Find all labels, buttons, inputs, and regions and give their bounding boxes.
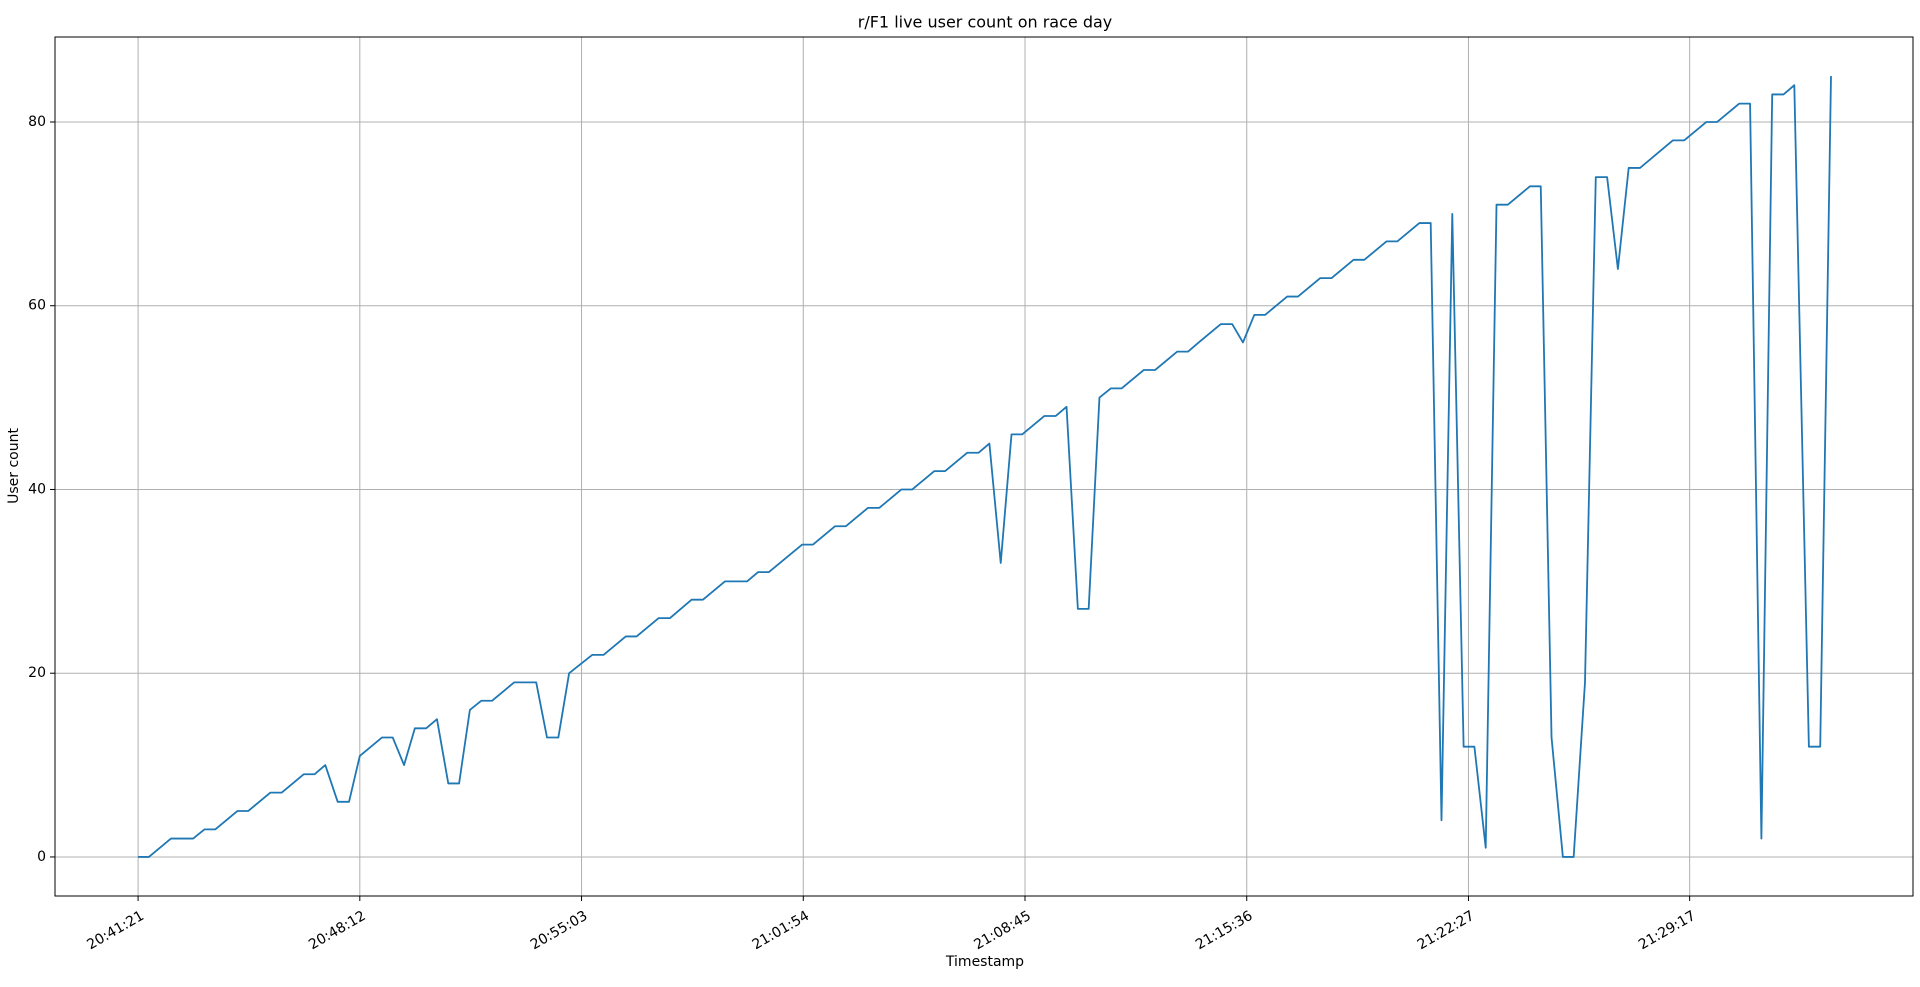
plot-frame — [54, 36, 1914, 897]
x-tick-label: 21:29:17 — [1636, 908, 1698, 953]
chart-title: r/F1 live user count on race day — [858, 13, 1113, 32]
data-line — [138, 76, 1832, 858]
x-tick-label: 21:22:27 — [1415, 908, 1477, 953]
y-tick-label: 60 — [28, 298, 46, 314]
y-tick-label: 0 — [37, 849, 46, 865]
y-tick-label: 80 — [28, 114, 46, 130]
y-tick-label: 40 — [28, 481, 46, 497]
y-axis-label: User count — [6, 428, 22, 504]
x-tick-label: 21:15:36 — [1193, 908, 1256, 953]
x-tick-label: 21:08:45 — [971, 908, 1033, 953]
x-tick-label: 21:01:54 — [750, 908, 813, 953]
x-tick-label: 20:48:12 — [306, 908, 368, 953]
x-axis-label: Timestamp — [945, 954, 1024, 970]
x-tick-label: 20:55:03 — [528, 908, 590, 953]
y-tick-label: 20 — [28, 665, 46, 681]
x-tick-label: 20:41:21 — [84, 908, 146, 953]
